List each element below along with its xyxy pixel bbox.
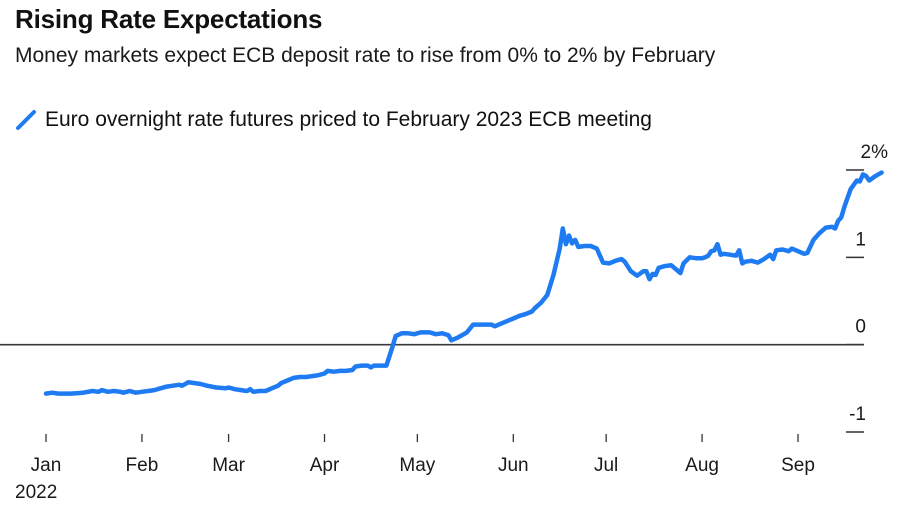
x-tick-label: Jul — [594, 455, 618, 476]
x-tick-label: Aug — [685, 455, 719, 476]
x-axis: Jan Feb Mar Apr May Jun Jul Aug Sep — [31, 434, 815, 476]
x-tick-label: Sep — [781, 455, 815, 476]
legend-line-icon — [16, 110, 36, 130]
chart-title: Rising Rate Expectations — [15, 4, 323, 34]
y-tick-label: 2% — [861, 142, 889, 163]
x-tick-label: Jun — [498, 455, 529, 476]
y-tick-label: 1 — [855, 229, 866, 250]
x-tick-label: Feb — [126, 455, 159, 476]
x-tick-label: Jan — [31, 455, 62, 476]
legend: Euro overnight rate futures priced to Fe… — [15, 108, 652, 132]
x-year-label: 2022 — [15, 482, 57, 503]
legend-label: Euro overnight rate futures priced to Fe… — [45, 108, 652, 131]
x-tick-label: May — [399, 455, 435, 476]
y-tick-label: 0 — [855, 317, 866, 338]
y-axis: 2% 1 0 -1 — [846, 142, 889, 433]
chart-subtitle: Money markets expect ECB deposit rate to… — [15, 44, 716, 67]
x-tick-label: Apr — [310, 455, 340, 476]
x-tick-label: Mar — [212, 455, 245, 476]
y-tick-label: -1 — [849, 404, 866, 425]
series-line-euro-overnight-futures — [43, 170, 884, 396]
